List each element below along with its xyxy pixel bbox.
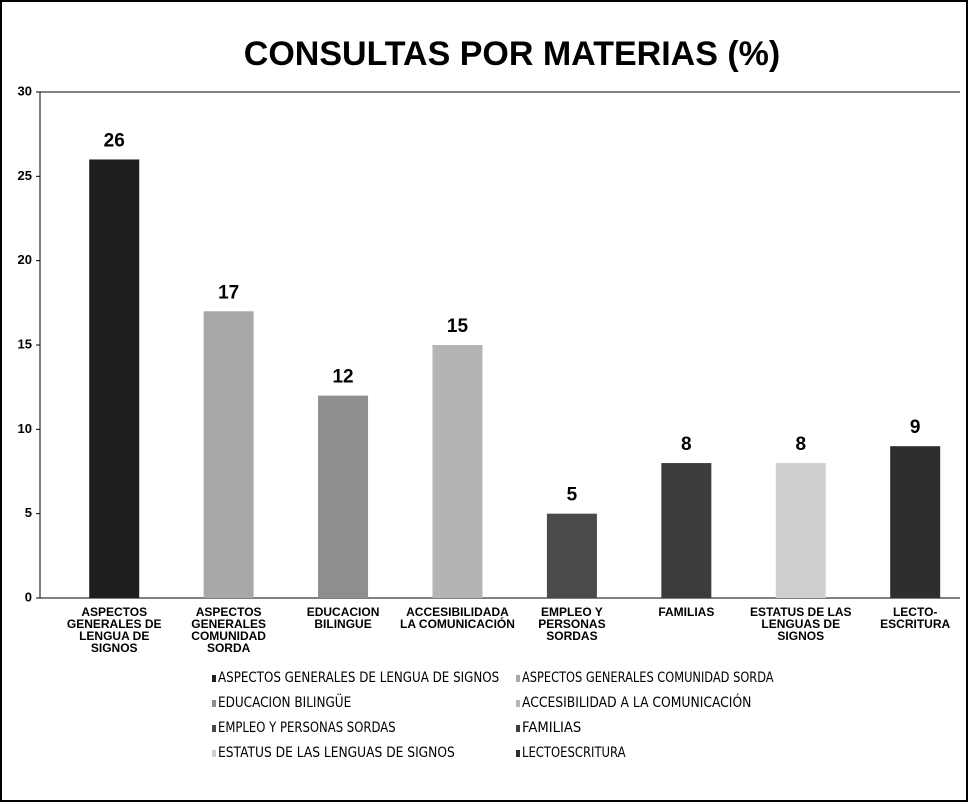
x-tick-label: LA COMUNICACIÓN <box>400 616 515 631</box>
x-tick-label: BILINGUE <box>314 617 371 631</box>
bar <box>890 446 941 598</box>
x-tick-label: ASPECTOS <box>196 605 262 619</box>
bar <box>546 513 597 598</box>
x-tick-label: SORDAS <box>546 629 597 643</box>
y-tick-label: 10 <box>18 421 32 436</box>
value-label: 26 <box>104 130 125 151</box>
value-label: 17 <box>218 282 239 303</box>
x-tick-label: EMPLEO Y <box>541 605 603 619</box>
value-label: 8 <box>795 434 806 455</box>
x-tick-label: GENERALES <box>191 617 266 631</box>
x-tick-label: ASPECTOS <box>81 605 147 619</box>
legend-label: LECTOESCRITURA <box>522 745 626 761</box>
y-tick-label: 15 <box>18 336 32 351</box>
y-tick-label: 25 <box>18 168 32 183</box>
value-label: 12 <box>332 367 353 388</box>
x-tick-label: FAMILIAS <box>658 605 714 619</box>
x-tick-label: EDUCACION <box>307 605 380 619</box>
value-label: 5 <box>567 485 578 506</box>
value-label: 9 <box>910 417 921 438</box>
bar <box>318 395 369 598</box>
x-tick-label: ACCESIBILIDADA <box>406 605 509 619</box>
x-tick-label: ESTATUS DE LAS <box>750 605 852 619</box>
legend-swatch <box>516 675 520 682</box>
x-tick-label: SIGNOS <box>91 641 138 655</box>
y-tick-label: 5 <box>25 505 32 520</box>
legend-swatch <box>212 750 216 757</box>
legend-swatch <box>516 750 520 757</box>
legend-label: ASPECTOS GENERALES COMUNIDAD SORDA <box>522 670 774 686</box>
legend-swatch <box>212 675 216 682</box>
legend-swatch <box>516 725 520 732</box>
x-tick-label: SORDA <box>207 641 251 655</box>
y-tick-label: 20 <box>18 252 32 267</box>
x-tick-label: LENGUAS DE <box>761 617 840 631</box>
value-label: 8 <box>681 434 692 455</box>
legend-swatch <box>212 725 216 732</box>
legend-label: ACCESIBILIDAD A LA COMUNICACIÓN <box>522 693 751 711</box>
legend-label: ESTATUS DE LAS LENGUAS DE SIGNOS <box>218 745 455 761</box>
x-tick-label: LENGUA DE <box>79 629 149 643</box>
value-label: 15 <box>447 316 469 337</box>
x-tick-label: PERSONAS <box>538 617 605 631</box>
legend-label: FAMILIAS <box>522 720 581 736</box>
bar <box>661 463 712 598</box>
x-tick-label: ESCRITURA <box>880 617 950 631</box>
y-tick-label: 0 <box>25 589 32 604</box>
bar <box>89 159 140 598</box>
chart-title: CONSULTAS POR MATERIAS (%) <box>244 35 780 73</box>
x-tick-label: GENERALES DE <box>67 617 162 631</box>
y-tick-label: 30 <box>18 83 32 98</box>
legend-label: EDUCACION BILINGÜE <box>218 693 351 711</box>
x-tick-label: COMUNIDAD <box>191 629 266 643</box>
legend-swatch <box>516 700 520 707</box>
legend-swatch <box>212 700 216 707</box>
legend-label: EMPLEO Y PERSONAS SORDAS <box>218 720 396 736</box>
bar <box>203 311 254 598</box>
bar <box>432 345 483 598</box>
bar <box>775 463 826 598</box>
legend-label: ASPECTOS GENERALES DE LENGUA DE SIGNOS <box>218 670 499 686</box>
x-tick-label: SIGNOS <box>777 629 824 643</box>
x-tick-label: LECTO- <box>893 605 937 619</box>
